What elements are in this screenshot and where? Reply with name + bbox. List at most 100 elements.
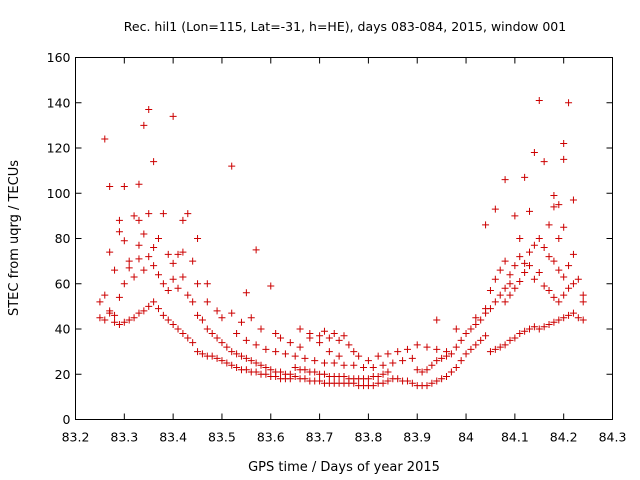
data-point: [135, 309, 143, 317]
data-point: [374, 373, 382, 381]
data-point: [291, 352, 299, 360]
data-point: [413, 341, 421, 349]
data-point: [364, 357, 372, 365]
data-point: [111, 318, 119, 326]
data-point: [550, 257, 558, 265]
x-tick-label: 83.4: [159, 430, 187, 445]
data-point: [452, 325, 460, 333]
data-point: [477, 336, 485, 344]
data-point: [379, 361, 387, 369]
data-point: [301, 366, 309, 374]
y-tick-label: 20: [55, 367, 71, 382]
data-point: [364, 375, 372, 383]
data-point: [262, 370, 270, 378]
data-point: [194, 235, 202, 242]
data-point: [125, 257, 133, 265]
data-point: [164, 287, 172, 295]
data-point: [262, 363, 270, 371]
data-point: [560, 223, 568, 231]
data-point: [521, 327, 529, 335]
data-point: [506, 336, 514, 344]
data-point: [150, 262, 158, 270]
data-point: [501, 257, 509, 265]
data-point: [286, 339, 294, 347]
data-point: [389, 359, 397, 367]
y-tick-label: 40: [55, 322, 71, 337]
data-point: [550, 293, 558, 301]
data-point: [501, 298, 509, 306]
data-point: [394, 375, 402, 383]
data-point: [130, 212, 138, 220]
x-tick-label: 83.5: [208, 430, 236, 445]
data-point: [452, 343, 460, 351]
data-point: [403, 345, 411, 353]
data-point: [433, 345, 441, 353]
data-point: [115, 293, 123, 301]
data-point: [565, 311, 573, 319]
data-point: [242, 354, 250, 362]
data-point: [550, 192, 558, 200]
data-point: [135, 216, 143, 224]
data-point: [203, 325, 211, 333]
data-point: [252, 341, 260, 349]
data-point: [291, 373, 299, 381]
data-point: [140, 266, 148, 274]
x-tick-label: 84: [458, 430, 474, 445]
data-point: [535, 96, 543, 104]
data-point: [545, 221, 553, 229]
data-point: [189, 339, 197, 347]
data-point: [482, 305, 490, 313]
data-point: [486, 348, 494, 356]
data-point: [579, 316, 587, 324]
data-point: [457, 336, 465, 344]
data-point: [501, 341, 509, 349]
data-point: [174, 325, 182, 333]
data-point: [154, 235, 162, 242]
data-point: [530, 275, 538, 283]
data-point: [228, 309, 236, 317]
data-point: [516, 253, 524, 261]
data-point: [281, 350, 289, 358]
data-point: [291, 363, 299, 371]
data-point: [521, 173, 529, 181]
data-point: [311, 368, 319, 376]
data-point: [267, 366, 275, 374]
data-point: [506, 271, 514, 279]
data-point: [350, 348, 358, 356]
data-point: [374, 352, 382, 360]
data-point: [257, 325, 265, 333]
data-point: [477, 316, 485, 324]
data-point: [242, 336, 250, 344]
data-point: [384, 377, 392, 385]
data-point: [496, 266, 504, 274]
data-point: [516, 330, 524, 338]
data-point: [267, 282, 275, 290]
x-tick-label: 83.3: [110, 430, 138, 445]
data-point: [560, 273, 568, 281]
data-point: [228, 162, 236, 170]
data-point: [423, 382, 431, 390]
data-point: [189, 298, 197, 306]
data-point: [579, 291, 587, 299]
data-point: [560, 314, 568, 322]
data-point: [145, 302, 153, 310]
data-point: [472, 341, 480, 349]
data-point: [125, 316, 133, 324]
data-point: [120, 280, 128, 288]
data-point: [511, 212, 519, 220]
data-point: [203, 280, 211, 288]
data-point: [506, 280, 514, 288]
data-point: [106, 248, 114, 256]
y-tick-label: 160: [47, 50, 71, 65]
data-point: [569, 250, 577, 258]
data-point: [311, 357, 319, 365]
data-point: [540, 244, 548, 252]
data-point: [316, 339, 324, 347]
data-point: [277, 334, 285, 342]
data-point: [140, 230, 148, 238]
data-point: [213, 307, 221, 315]
data-point: [511, 334, 519, 342]
data-point: [526, 325, 534, 333]
plot-frame: [75, 57, 613, 420]
data-point: [535, 235, 543, 242]
